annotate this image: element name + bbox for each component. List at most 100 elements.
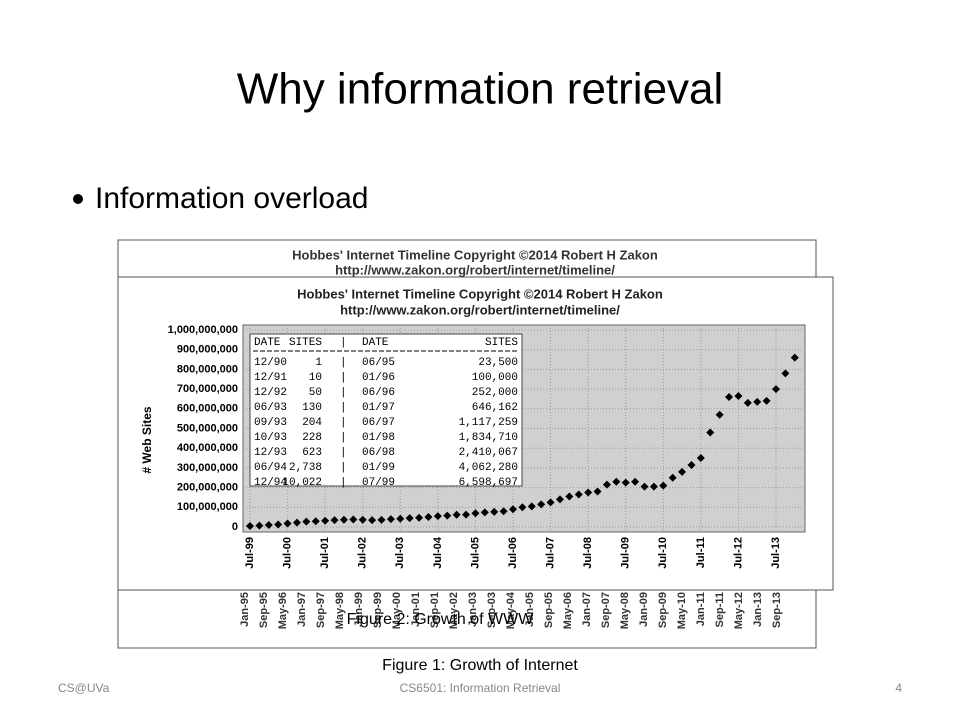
data-point <box>743 398 752 407</box>
x-tick-label: May-96 <box>277 592 289 629</box>
table-divider: | <box>340 462 347 474</box>
data-point <box>415 513 424 522</box>
data-point <box>349 515 358 524</box>
x-tick-label: May-06 <box>562 592 574 629</box>
table-cell: 06/97 <box>362 417 395 429</box>
footer-center: CS6501: Information Retrieval <box>400 681 561 695</box>
x-tick-label: Jan-03 <box>467 592 479 627</box>
x-tick-label: Jul-04 <box>432 536 444 569</box>
data-point <box>612 477 621 486</box>
x-tick-label: May-00 <box>391 592 403 629</box>
table-cell: SITES <box>289 337 322 349</box>
x-tick-label: Jul-13 <box>770 537 782 569</box>
x-tick-label: Jul-09 <box>620 537 632 569</box>
footer-left: CS@UVa <box>58 681 110 695</box>
table-cell: 12/90 <box>254 357 287 369</box>
x-tick-label: Jan-11 <box>695 592 707 626</box>
table-cell: 06/98 <box>362 447 395 459</box>
data-point <box>725 392 734 401</box>
y-tick-label: 700,000,000 <box>177 383 238 395</box>
data-point <box>405 514 414 523</box>
table-cell: 12/93 <box>254 447 287 459</box>
data-point <box>321 516 330 525</box>
x-tick-label: Jul-08 <box>582 537 594 569</box>
table-divider: | <box>340 337 347 349</box>
data-point <box>396 514 405 523</box>
data-point <box>302 517 311 526</box>
table-cell: 6,598,697 <box>459 477 518 489</box>
table-cell: 06/96 <box>362 387 395 399</box>
data-point <box>368 516 377 525</box>
x-tick-label: Sep-05 <box>543 592 555 628</box>
x-tick-label: May-02 <box>448 592 460 629</box>
page-number: 4 <box>895 681 902 695</box>
x-tick-label: Sep-07 <box>600 592 612 628</box>
x-tick-label: Jul-03 <box>394 537 406 569</box>
figure-title: Hobbes' Internet Timeline Copyright ©201… <box>292 247 658 262</box>
table-cell: DATE <box>254 337 281 349</box>
x-tick-label: Jul-02 <box>357 537 369 569</box>
x-tick-label: Jan-95 <box>239 592 251 627</box>
data-point <box>555 495 564 504</box>
y-axis-label: # Web Sites <box>140 406 154 473</box>
table-divider: | <box>340 402 347 414</box>
data-point <box>790 353 799 362</box>
x-tick-label: Jul-12 <box>732 537 744 569</box>
table-cell: 12/94 <box>254 477 287 489</box>
data-point <box>734 391 743 400</box>
table-cell: SITES <box>485 337 518 349</box>
table-cell: 228 <box>302 432 322 444</box>
table-divider: | <box>340 357 347 369</box>
table-cell: 01/97 <box>362 402 395 414</box>
table-divider: | <box>340 417 347 429</box>
data-point <box>678 467 687 476</box>
data-point <box>490 507 499 516</box>
x-tick-label: Jan-13 <box>752 592 764 627</box>
x-tick-label: Sep-03 <box>486 592 498 628</box>
table-cell: 06/94 <box>254 462 287 474</box>
data-point <box>433 512 442 521</box>
figure-url: http://www.zakon.org/robert/internet/tim… <box>335 262 615 277</box>
x-tick-label: Jul-11 <box>695 537 707 568</box>
y-tick-label: 0 <box>232 521 238 533</box>
data-point <box>659 481 668 490</box>
data-point <box>574 490 583 499</box>
x-tick-label: Jul-00 <box>281 537 293 569</box>
y-tick-label: 900,000,000 <box>177 344 238 356</box>
data-point <box>546 498 555 507</box>
data-point <box>358 515 367 524</box>
table-divider: | <box>340 372 347 384</box>
table-cell: 252,000 <box>472 387 518 399</box>
table-cell: 1 <box>315 357 322 369</box>
table-cell: 130 <box>302 402 322 414</box>
data-point <box>339 515 348 524</box>
table-cell: 01/96 <box>362 372 395 384</box>
data-point <box>753 397 762 406</box>
x-tick-label: Jan-05 <box>524 592 536 627</box>
x-tick-label: Jan-09 <box>638 592 650 627</box>
table-cell: 100,000 <box>472 372 518 384</box>
table-cell: 10 <box>309 372 322 384</box>
table-cell: 646,162 <box>472 402 518 414</box>
data-point <box>593 487 602 496</box>
x-tick-label: May-10 <box>676 592 688 629</box>
x-tick-label: Sep-97 <box>315 592 327 628</box>
x-tick-label: Jan-97 <box>296 592 308 627</box>
x-tick-label: May-98 <box>334 592 346 629</box>
table-cell: 07/99 <box>362 477 395 489</box>
data-point <box>264 521 273 530</box>
data-point <box>246 522 254 531</box>
table-divider: | <box>340 387 347 399</box>
data-point <box>537 500 546 509</box>
data-point <box>386 515 395 524</box>
bullet-dot <box>73 194 83 204</box>
data-point <box>649 482 658 491</box>
table-cell: 204 <box>302 417 322 429</box>
y-tick-label: 300,000,000 <box>177 462 238 474</box>
data-point <box>480 508 489 517</box>
data-point <box>274 520 283 529</box>
data-table <box>249 333 523 487</box>
data-point <box>377 515 386 524</box>
y-tick-label: 500,000,000 <box>177 422 238 434</box>
